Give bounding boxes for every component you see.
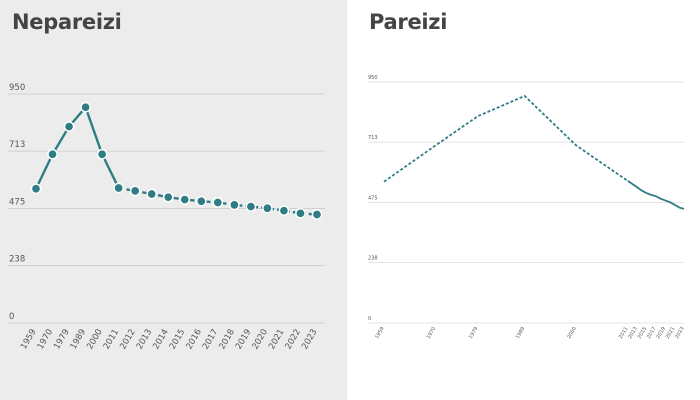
y-tick-label: 950 xyxy=(9,83,25,93)
data-point xyxy=(229,199,240,211)
data-point xyxy=(80,101,91,113)
x-tick-label: 1989 xyxy=(69,328,88,352)
x-tick-label: 2016 xyxy=(184,328,203,352)
series-line-measured xyxy=(627,180,685,210)
x-tick-label: 2017 xyxy=(201,328,220,352)
chart-title: Pareizi xyxy=(369,10,448,34)
correct-chart-panel: Pareizi 0 238 475 713 950 1959 1970 1979 1989 200… xyxy=(347,0,700,400)
y-tick-label: 238 xyxy=(368,256,378,262)
data-point xyxy=(278,205,290,217)
x-tick-label: 2023 xyxy=(674,326,686,340)
x-tick-label: 2012 xyxy=(118,328,137,352)
x-tick-label: 2019 xyxy=(234,328,253,352)
y-tick-label: 713 xyxy=(368,135,378,141)
y-tick-label: 713 xyxy=(9,140,25,150)
incorrect-chart-plot: 0238475713950195919701979198920002011201… xyxy=(8,83,325,352)
data-point xyxy=(30,183,42,195)
data-point xyxy=(96,148,108,160)
data-point xyxy=(129,185,141,197)
x-tick-label: 2000 xyxy=(566,326,578,340)
x-tick-label: 2014 xyxy=(151,328,170,352)
x-tick-label: 1970 xyxy=(36,328,55,352)
x-tick-label: 1959 xyxy=(374,326,386,340)
x-tick-label: 2018 xyxy=(217,328,236,352)
x-tick-label: 2017 xyxy=(646,326,658,340)
data-point xyxy=(162,191,174,203)
data-point xyxy=(146,188,158,200)
x-tick-label: 2023 xyxy=(300,328,319,352)
x-tick-label: 1979 xyxy=(468,326,480,340)
data-point xyxy=(295,207,306,219)
series-line-interpolated xyxy=(383,94,629,183)
x-tick-label: 2019 xyxy=(655,326,667,340)
data-point xyxy=(47,148,58,160)
x-tick-label: 2000 xyxy=(85,328,104,352)
series-line-measured xyxy=(34,104,120,190)
x-tick-label: 2013 xyxy=(627,326,639,340)
y-tick-label: 0 xyxy=(9,312,14,322)
x-tick-label: 1979 xyxy=(52,328,71,352)
data-point xyxy=(195,195,207,207)
data-point xyxy=(212,197,224,208)
x-tick-label: 2020 xyxy=(251,328,270,352)
x-tick-label: 2015 xyxy=(637,326,649,340)
x-tick-label: 2015 xyxy=(168,328,187,352)
x-tick-label: 2011 xyxy=(102,328,121,352)
data-point xyxy=(113,182,124,194)
y-tick-label: 475 xyxy=(368,196,378,202)
x-tick-label: 1959 xyxy=(19,328,38,352)
y-tick-label: 238 xyxy=(9,255,25,265)
x-tick-label: 2011 xyxy=(618,326,630,340)
incorrect-chart-panel: Nepareizi 0 238 475 713 950 1959 1970 1979 1989 2… xyxy=(0,0,347,400)
data-point xyxy=(63,121,75,132)
data-point xyxy=(245,201,257,212)
data-point xyxy=(311,209,323,220)
x-tick-label: 2013 xyxy=(135,328,154,352)
x-tick-label: 2021 xyxy=(267,328,286,352)
data-point xyxy=(179,194,191,205)
chart-title: Nepareizi xyxy=(12,10,122,34)
x-tick-label: 2022 xyxy=(284,328,303,352)
x-tick-label: 2021 xyxy=(665,326,677,340)
y-tick-label: 475 xyxy=(9,198,25,208)
data-point xyxy=(262,202,273,214)
y-tick-label: 0 xyxy=(368,316,371,322)
y-tick-label: 950 xyxy=(368,75,378,81)
x-tick-label: 1970 xyxy=(426,326,438,340)
x-tick-label: 1989 xyxy=(515,326,527,340)
